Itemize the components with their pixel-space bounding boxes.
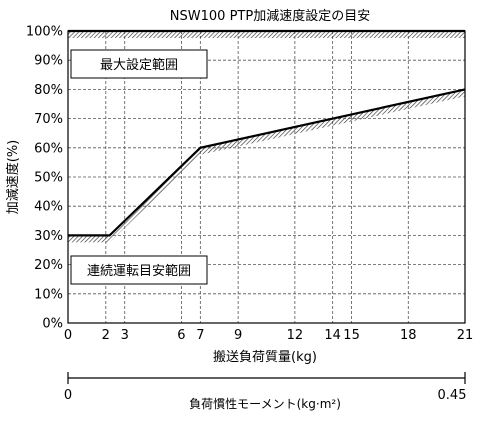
y-tick-label: 100% bbox=[26, 25, 63, 40]
secondary-axis-min: 0 bbox=[64, 388, 72, 403]
hatch-band-series-0 bbox=[68, 89, 465, 243]
hatch-bands bbox=[68, 31, 465, 243]
x-tick-label: 0 bbox=[64, 328, 72, 343]
y-tick-label: 40% bbox=[34, 200, 63, 215]
x-tick-label: 3 bbox=[121, 328, 129, 343]
x-tick-label: 15 bbox=[343, 328, 360, 343]
secondary-axis-label: 負荷慣性モーメント(kg·m²) bbox=[189, 396, 341, 411]
y-tick-label: 50% bbox=[34, 171, 63, 186]
secondary-axis: 0 0.45 負荷慣性モーメント(kg·m²) bbox=[64, 372, 467, 411]
chart-title: NSW100 PTP加減速度設定の目安 bbox=[170, 8, 370, 24]
y-tick-label: 70% bbox=[34, 112, 63, 127]
x-tick-label: 12 bbox=[287, 328, 304, 343]
x-tick-label: 6 bbox=[177, 328, 185, 343]
annotation-continuous-range: 連続運転目安範囲 bbox=[70, 255, 208, 285]
y-tick-label: 30% bbox=[34, 229, 63, 244]
x-tick-label: 18 bbox=[400, 328, 417, 343]
y-tick-label: 10% bbox=[34, 287, 63, 302]
secondary-axis-max: 0.45 bbox=[438, 388, 467, 403]
x-tick-label: 14 bbox=[324, 328, 341, 343]
y-tick-label: 0% bbox=[42, 317, 63, 332]
x-tick-label: 21 bbox=[457, 328, 474, 343]
plot-frame bbox=[67, 30, 466, 324]
x-tick-labels: 0 2 3 6 7 9 12 14 15 18 21 bbox=[64, 328, 473, 343]
x-tick-label: 9 bbox=[234, 328, 242, 343]
hatch-band-series-1 bbox=[68, 31, 465, 38]
annotation-continuous-range-label: 連続運転目安範囲 bbox=[87, 264, 191, 279]
y-tick-label: 80% bbox=[34, 83, 63, 98]
series-line-0 bbox=[68, 88, 466, 237]
y-tick-label: 90% bbox=[34, 54, 63, 69]
y-tick-label: 60% bbox=[34, 141, 63, 156]
y-tick-label: 20% bbox=[34, 258, 63, 273]
x-axis-label: 搬送負荷質量(kg) bbox=[213, 350, 317, 365]
annotation-max-range: 最大設定範囲 bbox=[70, 49, 208, 79]
y-axis-label: 加減速度(%) bbox=[5, 140, 21, 215]
x-tick-label: 7 bbox=[196, 328, 204, 343]
y-tick-labels: 0% 10% 20% 30% 40% 50% 60% 70% 80% 90% 100% bbox=[26, 25, 63, 332]
annotation-max-range-label: 最大設定範囲 bbox=[100, 57, 178, 73]
x-tick-label: 2 bbox=[102, 328, 110, 343]
